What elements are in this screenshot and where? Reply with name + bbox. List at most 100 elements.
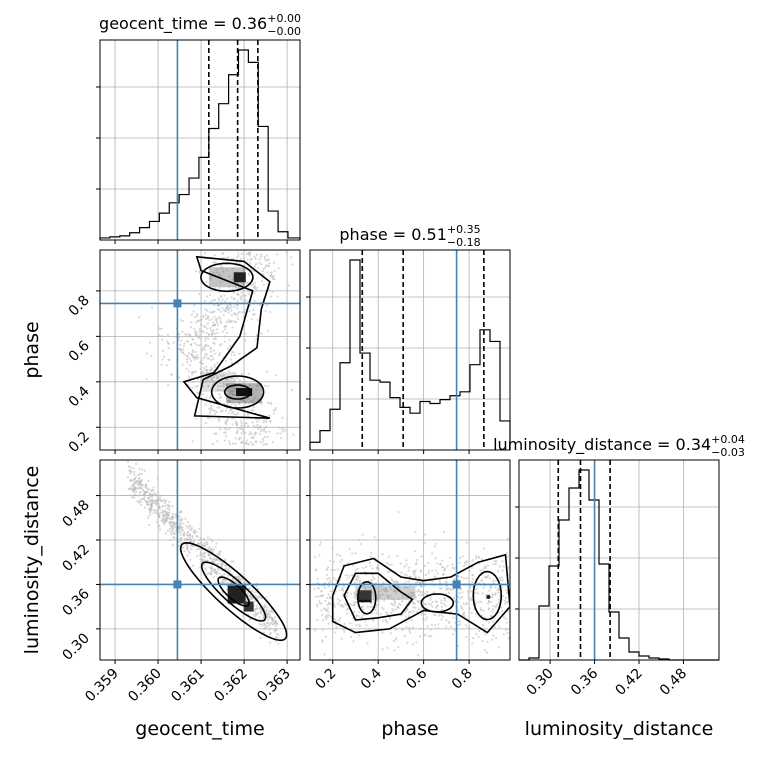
sample-point bbox=[248, 309, 251, 313]
sample-point bbox=[189, 545, 192, 548]
sample-point bbox=[198, 293, 201, 296]
sample-point bbox=[204, 325, 207, 328]
sample-point bbox=[174, 526, 177, 529]
sample-point bbox=[209, 346, 212, 349]
sample-point bbox=[187, 375, 190, 378]
sample-point bbox=[358, 615, 361, 618]
sample-point bbox=[265, 430, 268, 434]
sample-point bbox=[204, 317, 208, 320]
sample-point bbox=[244, 422, 248, 425]
sample-point bbox=[273, 630, 276, 634]
sample-point bbox=[198, 566, 202, 569]
sample-point bbox=[423, 533, 427, 536]
sample-point bbox=[262, 267, 265, 270]
sample-point bbox=[362, 613, 365, 616]
sample-point bbox=[369, 585, 372, 589]
sample-point bbox=[412, 594, 416, 597]
sample-point bbox=[266, 384, 269, 388]
sample-point bbox=[471, 559, 475, 562]
sample-point bbox=[184, 537, 187, 541]
sample-point bbox=[215, 410, 218, 414]
sample-point bbox=[201, 545, 204, 548]
sample-point bbox=[236, 429, 240, 432]
sample-point bbox=[157, 506, 160, 509]
sample-point bbox=[329, 603, 332, 606]
sample-point bbox=[264, 596, 268, 599]
sample-point bbox=[427, 562, 430, 565]
sample-point bbox=[199, 558, 202, 561]
histogram-luminosity_distance bbox=[519, 469, 719, 661]
sample-point bbox=[253, 591, 256, 594]
sample-point bbox=[246, 258, 249, 262]
sample-point bbox=[262, 613, 265, 616]
sample-point bbox=[211, 557, 214, 561]
sample-point bbox=[174, 513, 177, 516]
sample-point bbox=[205, 353, 208, 356]
sample-point bbox=[166, 529, 169, 533]
sample-point bbox=[381, 619, 384, 622]
sample-point bbox=[204, 339, 207, 342]
sample-point bbox=[206, 559, 209, 562]
sample-point bbox=[213, 324, 217, 327]
sample-point bbox=[273, 616, 277, 619]
sample-point bbox=[198, 542, 201, 545]
sample-point bbox=[241, 380, 245, 384]
sample-point bbox=[202, 552, 205, 555]
sample-point bbox=[210, 407, 213, 410]
sample-point bbox=[222, 381, 226, 385]
sample-point bbox=[206, 542, 209, 545]
sample-point bbox=[419, 585, 422, 588]
sample-point bbox=[262, 622, 265, 625]
sample-point bbox=[171, 504, 174, 508]
sample-point bbox=[259, 424, 262, 428]
sample-point bbox=[339, 617, 342, 620]
sample-point bbox=[213, 352, 216, 355]
sample-point bbox=[472, 636, 475, 640]
sample-point bbox=[179, 540, 182, 543]
sample-point bbox=[267, 621, 270, 624]
sample-point bbox=[201, 558, 204, 561]
sample-point bbox=[389, 632, 393, 635]
sample-point bbox=[216, 570, 219, 574]
sample-point bbox=[410, 619, 413, 622]
sample-point bbox=[252, 308, 255, 311]
sample-point bbox=[267, 612, 270, 615]
x-tick-label: 0.359 bbox=[82, 666, 122, 706]
sample-point bbox=[424, 603, 427, 606]
sample-point bbox=[153, 499, 157, 502]
sample-point bbox=[167, 342, 170, 345]
sample-point bbox=[255, 604, 259, 607]
x-tick-label: 0.30 bbox=[524, 666, 557, 699]
title-upper: +0.04 bbox=[711, 433, 745, 446]
sample-point bbox=[385, 562, 389, 565]
sample-point bbox=[487, 574, 490, 577]
sample-point bbox=[231, 390, 234, 393]
sample-point bbox=[460, 595, 464, 599]
sample-point bbox=[327, 593, 330, 596]
sample-point bbox=[230, 313, 233, 317]
sample-point bbox=[211, 311, 214, 314]
sample-point bbox=[206, 371, 209, 374]
sample-point bbox=[228, 399, 232, 402]
sample-point bbox=[214, 261, 217, 264]
sample-point bbox=[465, 602, 468, 605]
sample-point bbox=[391, 608, 394, 611]
sample-point bbox=[276, 622, 279, 626]
sample-point bbox=[254, 612, 257, 615]
sample-point bbox=[220, 310, 223, 313]
sample-point bbox=[161, 349, 165, 353]
sample-point bbox=[242, 430, 245, 433]
sample-point bbox=[242, 580, 245, 584]
sample-point bbox=[409, 591, 412, 594]
sample-point bbox=[146, 501, 149, 504]
sample-point bbox=[260, 610, 263, 613]
sample-point bbox=[185, 544, 188, 548]
sample-point bbox=[218, 393, 221, 396]
sample-point bbox=[482, 609, 485, 612]
sample-point bbox=[213, 571, 216, 574]
sample-point bbox=[250, 442, 254, 446]
sample-point bbox=[168, 522, 171, 526]
sample-point bbox=[220, 343, 223, 346]
sample-point bbox=[427, 572, 430, 575]
